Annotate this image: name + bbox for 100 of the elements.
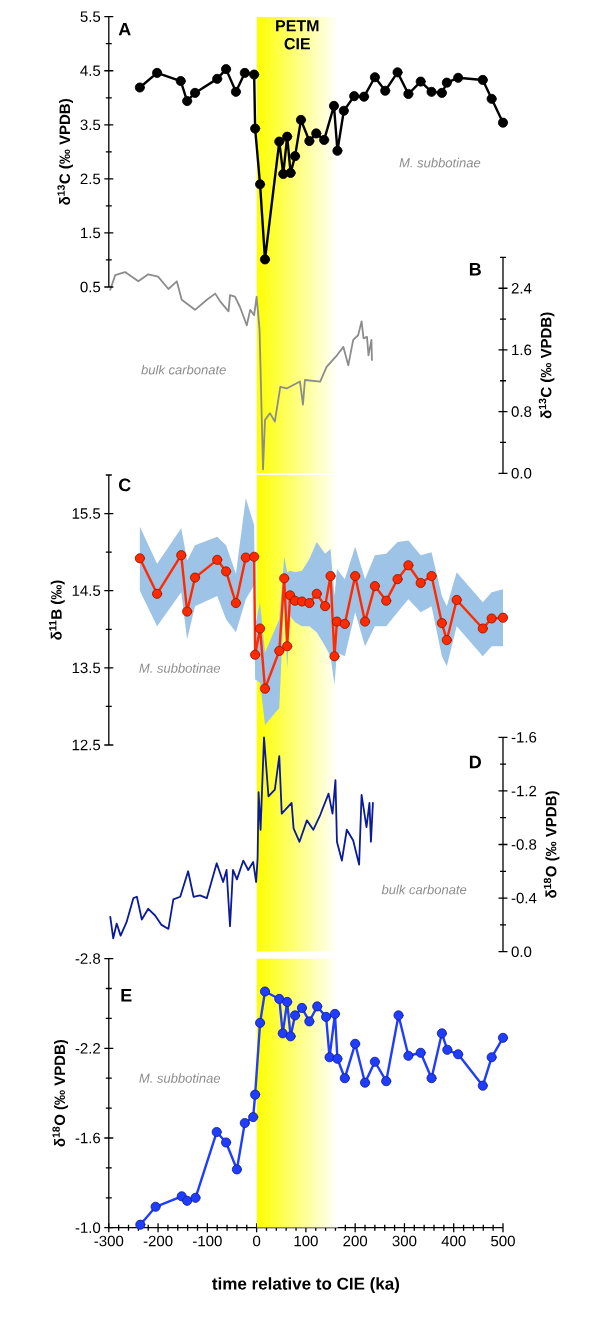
point	[451, 594, 462, 605]
point	[332, 145, 343, 156]
point	[182, 1195, 193, 1206]
point	[369, 1056, 380, 1067]
point	[250, 649, 261, 660]
point	[285, 1031, 296, 1042]
point	[426, 571, 437, 582]
point	[231, 1164, 242, 1175]
point	[304, 1016, 315, 1027]
point	[497, 612, 508, 623]
y-tick-label: 2.5	[80, 173, 101, 185]
y-tick-label: 12.5	[72, 739, 101, 751]
text: M. subbotinae	[399, 157, 481, 168]
point	[296, 1002, 307, 1013]
point	[250, 1089, 261, 1100]
point	[369, 581, 380, 592]
point	[312, 1001, 323, 1012]
text: M. subbotinae	[139, 663, 221, 673]
x-tick-label: 400	[441, 1235, 466, 1247]
text: bulk carbonate	[141, 364, 226, 375]
y-tick-label: -0.8	[511, 839, 537, 850]
point	[282, 131, 293, 142]
point	[350, 1038, 361, 1049]
point	[453, 1049, 464, 1060]
line-series	[109, 736, 374, 940]
point	[221, 64, 232, 75]
y-tick-label: 13.5	[72, 662, 101, 674]
point	[360, 616, 371, 627]
point	[295, 114, 306, 125]
point	[426, 86, 437, 97]
point	[360, 1077, 371, 1088]
x-tick-label: -200	[143, 1235, 173, 1247]
y-tick-label: 4.5	[80, 65, 101, 76]
y-tick-label: 0.8	[511, 406, 532, 417]
x-axis-title: time relative to CIE (ka)	[212, 1277, 400, 1294]
x-tick-label: 500	[491, 1235, 515, 1247]
point	[230, 86, 241, 97]
point	[274, 136, 285, 147]
point	[211, 1127, 222, 1138]
y-axis-title: δ$^{13}$C (‰ VPDB)	[538, 312, 555, 419]
point	[290, 1010, 301, 1021]
point	[369, 72, 380, 83]
point	[453, 72, 464, 83]
point	[190, 572, 201, 583]
point	[150, 1201, 161, 1212]
point	[477, 623, 488, 634]
point	[290, 151, 301, 162]
y-tick-label: 14.5	[72, 585, 101, 596]
y-tick-label: 0.0	[511, 946, 532, 957]
point	[260, 683, 270, 694]
point	[319, 134, 330, 145]
point	[320, 601, 331, 612]
point	[282, 996, 293, 1007]
point	[436, 1028, 447, 1039]
x-tick-label: -100	[193, 1235, 222, 1247]
point	[436, 87, 447, 98]
point	[486, 1052, 497, 1063]
y-tick-label: -1.2	[511, 785, 537, 797]
point	[282, 641, 293, 652]
point	[392, 574, 403, 585]
point	[486, 613, 497, 624]
point	[321, 1011, 332, 1022]
point	[486, 93, 497, 104]
point	[239, 1118, 250, 1129]
point	[279, 573, 290, 584]
point	[176, 550, 187, 561]
point	[328, 100, 339, 111]
chart-title: B	[469, 263, 481, 276]
text: E	[121, 989, 132, 1002]
point	[426, 1073, 437, 1084]
point	[274, 645, 285, 656]
point	[255, 623, 266, 634]
point	[255, 179, 266, 190]
point	[339, 1073, 350, 1084]
point	[415, 76, 426, 87]
y-tick-label: 1.6	[512, 344, 532, 356]
point	[304, 598, 315, 609]
point	[441, 77, 452, 88]
point	[311, 128, 322, 139]
point	[249, 551, 260, 562]
point	[339, 618, 350, 629]
point	[415, 577, 426, 588]
y-tick-label: 5.5	[80, 11, 101, 22]
point	[403, 89, 414, 99]
point	[277, 1028, 288, 1039]
x-tick-label: 200	[343, 1235, 368, 1247]
point	[392, 67, 403, 78]
text: D	[469, 755, 481, 769]
point	[134, 82, 145, 93]
point	[403, 1050, 414, 1061]
x-tick-label: 100	[294, 1235, 318, 1247]
point	[248, 1112, 259, 1123]
line-series	[109, 271, 373, 471]
point	[175, 76, 186, 87]
point	[250, 123, 261, 134]
y-tick-label: -1.6	[511, 731, 537, 743]
point	[380, 85, 391, 96]
point	[152, 588, 163, 599]
point	[325, 571, 336, 582]
y-axis-title: δ$^{18}$O (‰ VPDB)	[52, 1039, 69, 1147]
